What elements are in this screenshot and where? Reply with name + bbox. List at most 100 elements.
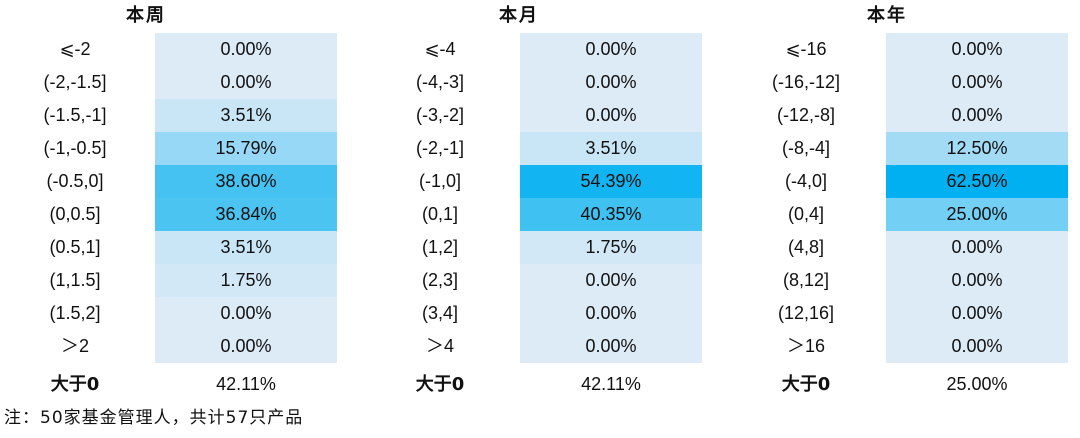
range-label: (0,4]: [787, 204, 825, 224]
table-row: ⩽-2 0.00%: [0, 33, 337, 66]
heat-cell: 54.39%: [520, 165, 702, 198]
table-row: ⩽-4 0.00%: [365, 33, 702, 66]
table-row: ＞16 0.00%: [731, 330, 1068, 363]
heat-cell: 62.50%: [886, 165, 1068, 198]
table-row: (0,4] 25.00%: [731, 198, 1068, 231]
heat-cell: 0.00%: [886, 66, 1068, 99]
summary-value: 42.11%: [581, 374, 641, 394]
range-label: (-1.5,-1]: [43, 105, 107, 125]
table-row: (-1,0] 54.39%: [365, 165, 702, 198]
range-label: ＞16: [786, 336, 826, 356]
heat-cell: 38.60%: [155, 165, 337, 198]
heat-cell: 0.00%: [520, 99, 702, 132]
table-row: ＞4 0.00%: [365, 330, 702, 363]
footnote: 注：50家基金管理人，共计57只产品: [4, 408, 304, 428]
table-row: (-16,-12] 0.00%: [731, 66, 1068, 99]
heat-cell: 3.51%: [155, 231, 337, 264]
table-row: (4,8] 0.00%: [731, 231, 1068, 264]
table-row: (-4,0] 62.50%: [731, 165, 1068, 198]
table-row: (-0.5,0] 38.60%: [0, 165, 337, 198]
range-label: ＞4: [425, 336, 454, 356]
heat-cell: 0.00%: [520, 33, 702, 66]
heat-cell: 0.00%: [886, 231, 1068, 264]
range-label: (8,12]: [782, 270, 830, 290]
range-label: (4,8]: [787, 237, 825, 257]
range-label: ⩽-4: [424, 39, 456, 59]
heat-cell: 0.00%: [886, 330, 1068, 363]
range-label: (-12,-8]: [776, 105, 836, 125]
heat-cell: 0.00%: [886, 33, 1068, 66]
table-row: (1,1.5] 1.75%: [0, 264, 337, 297]
range-label: (-16,-12]: [771, 72, 841, 92]
table-row: (1,2] 1.75%: [365, 231, 702, 264]
range-label: (-1,-0.5]: [43, 138, 107, 158]
heat-cell: 3.51%: [520, 132, 702, 165]
summary-label: 大于0: [415, 374, 465, 395]
range-label: (-3,-2]: [415, 105, 464, 125]
heat-cell: 0.00%: [520, 66, 702, 99]
panel-rows: ⩽-4 0.00% (-4,-3] 0.00% (-3,-2] 0.00% (-2,-1] 3…: [365, 33, 702, 363]
heat-cell: 25.00%: [886, 198, 1068, 231]
table-row: (-1.5,-1] 3.51%: [0, 99, 337, 132]
table-row: (-2,-1] 3.51%: [365, 132, 702, 165]
panel-rows: ⩽-2 0.00% (-2,-1.5] 0.00% (-1.5,-1] 3.51% (-1,…: [0, 33, 337, 363]
range-label: (1,1.5]: [49, 270, 101, 290]
heat-cell: 0.00%: [520, 264, 702, 297]
range-label: (0,0.5]: [49, 204, 101, 224]
heat-cell: 0.00%: [155, 297, 337, 330]
heat-cell: 0.00%: [886, 297, 1068, 330]
range-label: (3,4]: [421, 303, 459, 323]
table-row: (2,3] 0.00%: [365, 264, 702, 297]
heat-cell: 0.00%: [155, 66, 337, 99]
range-label: (-2,-1]: [415, 138, 464, 158]
table-row: (-2,-1.5] 0.00%: [0, 66, 337, 99]
range-label: ⩽-16: [785, 39, 827, 59]
table-row: (12,16] 0.00%: [731, 297, 1068, 330]
table-row: (8,12] 0.00%: [731, 264, 1068, 297]
table-row: (-8,-4] 12.50%: [731, 132, 1068, 165]
heat-cell: 0.00%: [886, 264, 1068, 297]
panel-title: 本年: [867, 5, 907, 26]
table-row: (3,4] 0.00%: [365, 297, 702, 330]
panel-title: 本周: [126, 5, 166, 26]
range-label: ⩽-2: [59, 39, 91, 59]
heat-cell: 15.79%: [155, 132, 337, 165]
range-label: (-1,0]: [418, 171, 461, 191]
range-label: (-8,-4]: [781, 138, 830, 158]
summary-label: 大于0: [781, 374, 831, 395]
range-label: (2,3]: [421, 270, 459, 290]
range-label: (12,16]: [777, 303, 835, 323]
table-row: (1.5,2] 0.00%: [0, 297, 337, 330]
range-label: (1,2]: [421, 237, 459, 257]
table-row: (-4,-3] 0.00%: [365, 66, 702, 99]
heat-cell: 1.75%: [155, 264, 337, 297]
heat-cell: 0.00%: [886, 99, 1068, 132]
heat-cell: 0.00%: [520, 297, 702, 330]
range-label: (0,1]: [421, 204, 459, 224]
heat-cell: 0.00%: [155, 330, 337, 363]
range-label: (0.5,1]: [49, 237, 101, 257]
panel-title: 本月: [499, 5, 539, 26]
range-label: (-0.5,0]: [46, 171, 104, 191]
table-row: (0,0.5] 36.84%: [0, 198, 337, 231]
range-label: ＞2: [60, 336, 89, 356]
heat-cell: 3.51%: [155, 99, 337, 132]
range-label: (-2,-1.5]: [43, 72, 107, 92]
heat-cell: 40.35%: [520, 198, 702, 231]
panel-rows: ⩽-16 0.00% (-16,-12] 0.00% (-12,-8] 0.00% (-8,…: [731, 33, 1068, 363]
summary-value: 25.00%: [946, 374, 1008, 394]
table-row: (0,1] 40.35%: [365, 198, 702, 231]
heat-cell: 0.00%: [155, 33, 337, 66]
table-row: ＞2 0.00%: [0, 330, 337, 363]
range-label: (-4,-3]: [415, 72, 464, 92]
table-row: (-1,-0.5] 15.79%: [0, 132, 337, 165]
heat-cell: 1.75%: [520, 231, 702, 264]
heat-cell: 12.50%: [886, 132, 1068, 165]
table-row: ⩽-16 0.00%: [731, 33, 1068, 66]
range-label: (1.5,2]: [49, 303, 101, 323]
summary-value: 42.11%: [216, 374, 276, 394]
table-row: (0.5,1] 3.51%: [0, 231, 337, 264]
range-label: (-4,0]: [784, 171, 827, 191]
table-row: (-12,-8] 0.00%: [731, 99, 1068, 132]
